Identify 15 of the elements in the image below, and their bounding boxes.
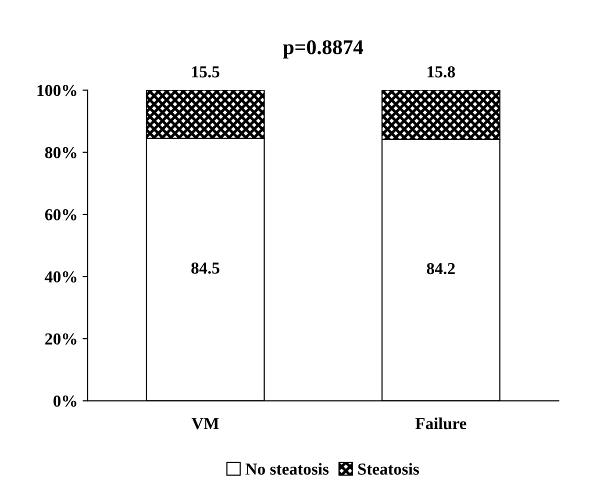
data-label: 84.2 <box>426 262 455 274</box>
chart-title: p=0.8874 <box>283 40 364 59</box>
data-label: 84.5 <box>191 262 220 274</box>
data-label: 15.5 <box>192 66 220 78</box>
y-tick-label: 40% <box>44 271 76 283</box>
data-label: 15.8 <box>428 66 455 78</box>
y-tick-label: 60% <box>45 209 76 220</box>
y-tick-label: 20% <box>45 333 76 345</box>
x-tick-label: Failure <box>415 417 466 430</box>
legend-label: No steatosis <box>246 462 329 475</box>
x-tick-label: VM <box>192 418 219 430</box>
y-tick-label: 100% <box>38 84 76 96</box>
y-tick-label: 0% <box>53 396 76 407</box>
y-tick-label: 80% <box>45 147 76 158</box>
legend-label: Steatosis <box>358 462 419 475</box>
